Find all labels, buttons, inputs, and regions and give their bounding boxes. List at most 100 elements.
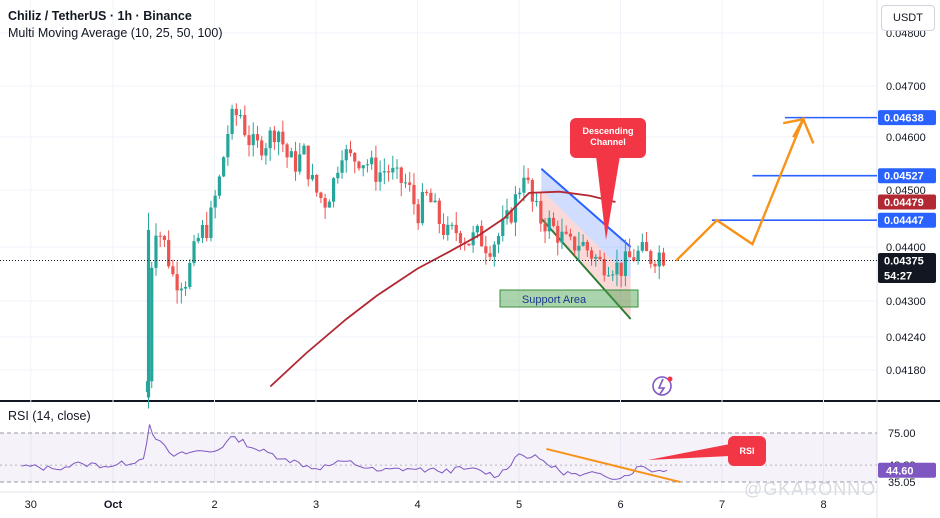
candle bbox=[264, 142, 268, 165]
candle-body bbox=[268, 130, 272, 149]
candle bbox=[162, 235, 167, 248]
candle bbox=[403, 173, 408, 189]
candle-body bbox=[585, 241, 589, 251]
symbol-title[interactable]: Chiliz / TetherUS · 1h · Binance bbox=[8, 9, 192, 23]
candle-body bbox=[277, 131, 281, 143]
candle bbox=[644, 231, 649, 252]
indicator-label[interactable]: Multi Moving Average (10, 25, 50, 100) bbox=[8, 26, 223, 40]
candle bbox=[365, 159, 370, 173]
candle-body bbox=[615, 262, 619, 275]
candle bbox=[331, 177, 336, 208]
candle bbox=[568, 228, 573, 241]
candle bbox=[399, 166, 403, 197]
candle bbox=[496, 232, 501, 254]
currency-button[interactable]: USDT bbox=[881, 5, 935, 31]
support-area: Support Area bbox=[499, 289, 639, 308]
price-tick-label: 0.04800 bbox=[886, 28, 926, 40]
candle bbox=[268, 127, 272, 161]
candle bbox=[154, 223, 158, 276]
candle bbox=[564, 225, 568, 235]
candle-body bbox=[234, 108, 238, 116]
candle bbox=[505, 198, 509, 225]
time-axis[interactable]: 30 Oct 2 3 4 5 6 7 8 bbox=[25, 499, 827, 511]
candle bbox=[209, 200, 213, 242]
candle-body bbox=[513, 194, 518, 223]
candle bbox=[205, 211, 209, 242]
candle bbox=[222, 156, 226, 178]
candle-body bbox=[357, 161, 361, 169]
rsi-callout-box bbox=[728, 436, 766, 466]
candle-body bbox=[209, 207, 213, 239]
candle-body bbox=[492, 244, 496, 257]
rsi-callout-text: RSI bbox=[739, 446, 754, 456]
candle-body bbox=[336, 172, 340, 179]
candle bbox=[522, 165, 526, 202]
candle bbox=[628, 238, 632, 258]
candle bbox=[243, 105, 247, 137]
candle bbox=[594, 253, 598, 267]
candle-body bbox=[619, 262, 623, 276]
callout-pointer bbox=[596, 156, 620, 240]
candle-body bbox=[238, 115, 243, 117]
callout-text: Descending bbox=[582, 126, 633, 136]
candle bbox=[450, 222, 454, 230]
candle-body bbox=[183, 286, 188, 289]
candle bbox=[581, 234, 585, 247]
price-label-bg bbox=[878, 253, 936, 283]
time-tick-label: 3 bbox=[313, 499, 319, 511]
candle bbox=[577, 231, 581, 262]
candle-body bbox=[403, 182, 408, 184]
candle-body bbox=[264, 148, 268, 156]
price-label-text: 0.04375 bbox=[884, 256, 924, 268]
candle-body bbox=[323, 198, 327, 208]
candle bbox=[255, 125, 260, 148]
candle-body bbox=[480, 225, 484, 247]
price-label-text: 0.04527 bbox=[884, 171, 924, 183]
candle bbox=[336, 166, 340, 184]
channel-upper-line bbox=[540, 168, 632, 248]
price-tick-label: 0.04300 bbox=[886, 296, 926, 308]
candle bbox=[649, 249, 653, 269]
candle-body bbox=[484, 246, 488, 254]
time-tick-label: 2 bbox=[211, 499, 217, 511]
candle-body bbox=[247, 135, 251, 146]
time-tick-label: 8 bbox=[820, 499, 826, 511]
candle bbox=[454, 212, 458, 242]
price-label-text: 0.04479 bbox=[884, 197, 924, 209]
candle bbox=[281, 120, 285, 153]
candle-body bbox=[255, 134, 260, 141]
rsi-label[interactable]: RSI (14, close) bbox=[8, 409, 91, 423]
candle bbox=[539, 193, 543, 232]
candle-body bbox=[640, 242, 644, 251]
candle bbox=[598, 250, 602, 261]
candle bbox=[619, 262, 623, 288]
candle-body bbox=[175, 274, 179, 291]
candle-body bbox=[162, 236, 167, 240]
candle-body bbox=[331, 178, 336, 202]
moving-average-path bbox=[269, 190, 616, 388]
candle-body bbox=[391, 167, 395, 173]
candle-body bbox=[594, 256, 598, 259]
candle bbox=[183, 281, 188, 297]
candle bbox=[340, 150, 344, 179]
candle bbox=[289, 147, 293, 158]
candle bbox=[213, 189, 217, 219]
candle bbox=[315, 174, 319, 197]
rsi-current-label: 44.60 bbox=[878, 462, 936, 478]
time-tick-label: 6 bbox=[617, 499, 623, 511]
rsi-callout-pointer bbox=[648, 444, 730, 460]
time-tick-label: 4 bbox=[414, 499, 420, 511]
candle-body bbox=[454, 224, 458, 234]
support-area-box bbox=[499, 289, 639, 308]
price-tick-label: 0.04240 bbox=[886, 332, 926, 344]
candle bbox=[492, 241, 496, 267]
candle bbox=[238, 109, 243, 119]
candle-body bbox=[378, 172, 382, 182]
time-tick-label: Oct bbox=[104, 499, 123, 511]
candle bbox=[272, 125, 276, 150]
descending-channel bbox=[540, 168, 632, 320]
candle-body bbox=[602, 259, 606, 276]
price-axis[interactable]: 0.048000.047000.046000.045000.044000.043… bbox=[878, 28, 936, 489]
